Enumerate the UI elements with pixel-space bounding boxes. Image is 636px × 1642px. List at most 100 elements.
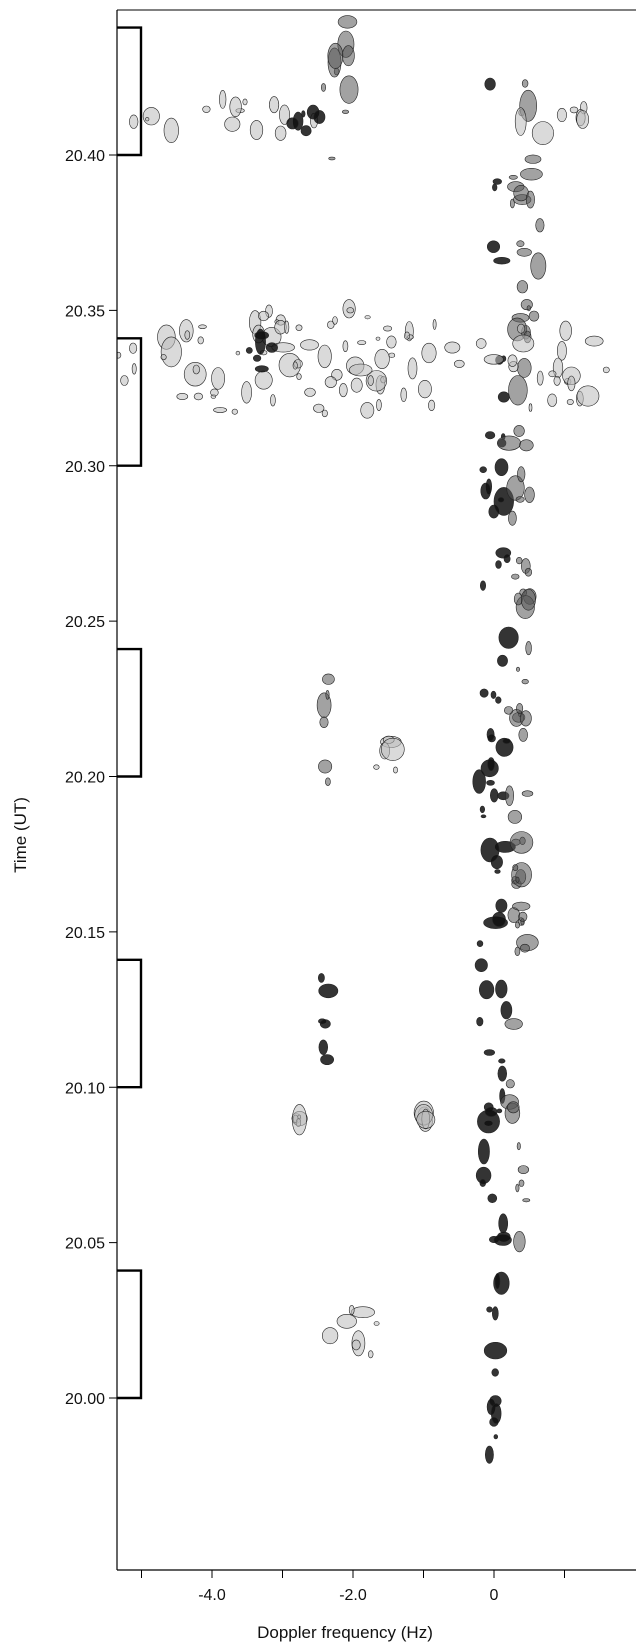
contour-blob bbox=[584, 335, 604, 347]
contour-blob bbox=[319, 716, 329, 728]
contour-blob bbox=[516, 240, 525, 247]
contour-blob bbox=[453, 359, 465, 368]
contour-blob bbox=[317, 344, 332, 369]
contour-blob bbox=[521, 790, 534, 797]
contour-blob bbox=[491, 1306, 499, 1321]
x-tick-label: -2.0 bbox=[339, 1587, 367, 1604]
contour-blob bbox=[388, 352, 396, 358]
contour-blob bbox=[318, 759, 333, 774]
contour-blob bbox=[350, 377, 363, 393]
contour-blob bbox=[519, 710, 532, 727]
contour-blob bbox=[524, 154, 542, 164]
bracket-layer bbox=[117, 26, 143, 1400]
contour-blob bbox=[518, 1179, 525, 1187]
y-tick-label: 20.20 bbox=[65, 770, 105, 787]
contour-blob bbox=[373, 1321, 380, 1326]
contour-blob bbox=[319, 1019, 331, 1029]
contour-blob bbox=[477, 1138, 490, 1165]
contour-blob bbox=[325, 777, 331, 786]
contour-blob bbox=[160, 354, 167, 361]
contour-blob bbox=[386, 335, 397, 349]
contour-blob bbox=[317, 973, 325, 983]
contour-blob bbox=[254, 331, 270, 340]
contour-blob bbox=[484, 1107, 498, 1117]
contour-blob bbox=[339, 75, 359, 104]
contour-blob bbox=[498, 1058, 506, 1064]
contour-blob bbox=[492, 178, 502, 185]
contour-blob bbox=[516, 280, 529, 294]
contour-blob bbox=[480, 837, 500, 863]
contour-blob bbox=[507, 1101, 520, 1114]
echo-region bbox=[513, 79, 547, 344]
contour-blob bbox=[559, 320, 572, 341]
contour-blob bbox=[254, 365, 269, 373]
x-tick-label: 0 bbox=[490, 1587, 499, 1604]
y-axis-title: Time (UT) bbox=[11, 797, 30, 873]
contour-blob bbox=[496, 1108, 503, 1114]
contour-blob bbox=[229, 96, 242, 118]
contour-blob bbox=[242, 98, 248, 106]
contour-blob bbox=[491, 1403, 502, 1424]
plot-area: -4.0 -2.0 0 20.00 20.05 20.10 20.15 20.20 20.25… bbox=[65, 9, 636, 1604]
contour-blob bbox=[557, 341, 567, 361]
contour-blob bbox=[254, 370, 273, 390]
contour-blob bbox=[512, 334, 535, 353]
contour-blob bbox=[224, 116, 241, 132]
contour-blob bbox=[576, 385, 600, 407]
contour-blob bbox=[341, 109, 349, 114]
contour-blob bbox=[515, 666, 520, 672]
contour-blob bbox=[337, 15, 358, 29]
contour-blob bbox=[566, 398, 574, 405]
contour-blob bbox=[421, 342, 437, 364]
contour-blob bbox=[291, 1104, 307, 1136]
time-bracket bbox=[117, 1269, 143, 1400]
contour-blob bbox=[313, 110, 326, 124]
contour-blob bbox=[514, 946, 521, 957]
time-bracket bbox=[117, 647, 143, 778]
contour-blob bbox=[513, 425, 525, 437]
contour-blob bbox=[258, 310, 269, 322]
contour-blob bbox=[368, 1350, 374, 1359]
contour-blob bbox=[483, 1341, 508, 1360]
contour-blob bbox=[202, 105, 211, 113]
contour-blob bbox=[515, 496, 525, 503]
echo-region bbox=[509, 831, 534, 953]
contour-blob bbox=[487, 757, 495, 771]
contour-blob bbox=[509, 831, 534, 854]
contour-blob bbox=[524, 486, 535, 503]
contour-blob bbox=[393, 766, 398, 774]
echo-region bbox=[413, 1100, 436, 1132]
contour-blob bbox=[504, 706, 514, 715]
contour-blob bbox=[515, 1183, 520, 1193]
y-tick-label: 20.35 bbox=[65, 303, 105, 320]
echo-region bbox=[129, 90, 318, 143]
contour-blob bbox=[318, 1039, 328, 1056]
contour-blob bbox=[530, 252, 547, 280]
contour-blob bbox=[235, 350, 241, 356]
contour-blob bbox=[328, 156, 336, 161]
contour-blob bbox=[508, 175, 518, 180]
contour-blob bbox=[512, 864, 519, 871]
contour-blob bbox=[360, 402, 375, 419]
contour-blob bbox=[528, 310, 540, 322]
contour-blob bbox=[483, 354, 504, 365]
contour-blob bbox=[487, 1193, 498, 1204]
contour-blob bbox=[479, 466, 487, 474]
contour-blob bbox=[327, 42, 344, 69]
contour-blob bbox=[525, 190, 535, 209]
contour-blob bbox=[508, 375, 528, 406]
contour-blob bbox=[160, 336, 182, 368]
contour-blob bbox=[495, 898, 508, 913]
contour-blob bbox=[327, 320, 335, 329]
contour-blob bbox=[183, 362, 207, 387]
contour-blob bbox=[245, 347, 253, 354]
contour-blob bbox=[516, 1142, 521, 1151]
contour-blob bbox=[493, 257, 511, 265]
contour-blob bbox=[495, 696, 502, 704]
contour-blob bbox=[495, 560, 502, 569]
contour-blob bbox=[479, 980, 495, 1000]
contour-blob bbox=[492, 912, 506, 927]
contour-blob bbox=[522, 1198, 531, 1203]
contour-blob bbox=[526, 305, 531, 312]
contour-blob bbox=[342, 340, 349, 353]
